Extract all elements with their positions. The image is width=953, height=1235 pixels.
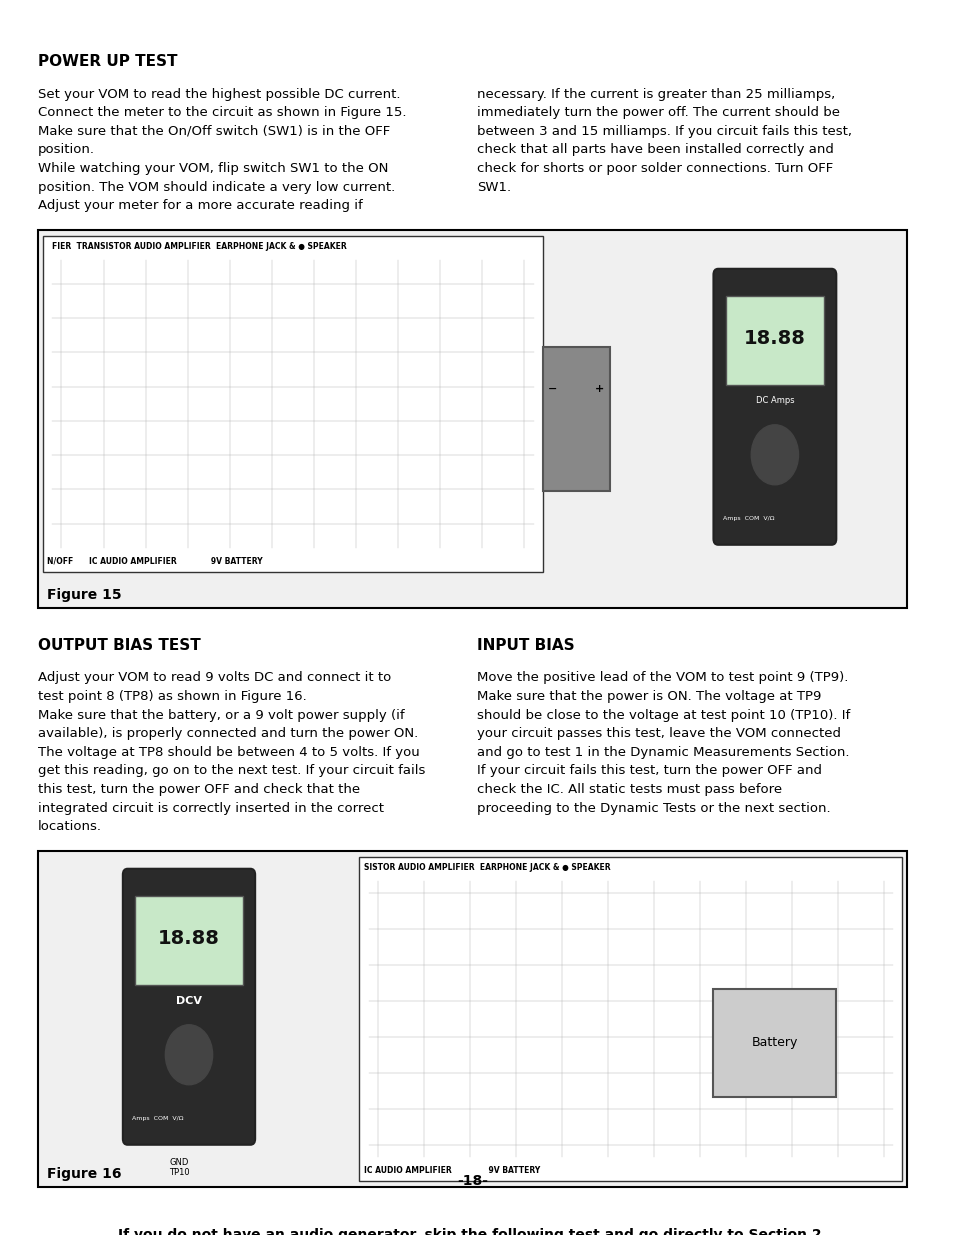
Text: between 3 and 15 milliamps. If you circuit fails this test,: between 3 and 15 milliamps. If you circu… [476, 125, 851, 138]
Text: GND
TP10: GND TP10 [169, 1157, 190, 1177]
Text: this test, turn the power OFF and check that the: this test, turn the power OFF and check … [38, 783, 359, 797]
Text: and go to test 1 in the Dynamic Measurements Section.: and go to test 1 in the Dynamic Measurem… [476, 746, 849, 758]
Text: Figure 16: Figure 16 [48, 1167, 122, 1181]
Text: FIER  TRANSISTOR AUDIO AMPLIFIER  EARPHONE JACK & ● SPEAKER: FIER TRANSISTOR AUDIO AMPLIFIER EARPHONE… [51, 242, 346, 251]
Text: necessary. If the current is greater than 25 milliamps,: necessary. If the current is greater tha… [476, 88, 835, 100]
Text: DCV: DCV [175, 995, 202, 1005]
Text: check for shorts or poor solder connections. Turn OFF: check for shorts or poor solder connecti… [476, 162, 833, 175]
Text: position. The VOM should indicate a very low current.: position. The VOM should indicate a very… [38, 180, 395, 194]
Text: integrated circuit is correctly inserted in the correct: integrated circuit is correctly inserted… [38, 802, 383, 815]
FancyBboxPatch shape [135, 897, 243, 986]
Text: POWER UP TEST: POWER UP TEST [38, 54, 177, 69]
Circle shape [750, 425, 798, 485]
Text: position.: position. [38, 143, 94, 157]
Text: Make sure that the battery, or a 9 volt power supply (if: Make sure that the battery, or a 9 volt … [38, 709, 404, 721]
Circle shape [165, 1025, 213, 1084]
Text: Make sure that the power is ON. The voltage at TP9: Make sure that the power is ON. The volt… [476, 690, 821, 703]
Text: Amps  COM  V/Ω: Amps COM V/Ω [722, 516, 774, 521]
Text: SISTOR AUDIO AMPLIFIER  EARPHONE JACK & ● SPEAKER: SISTOR AUDIO AMPLIFIER EARPHONE JACK & ●… [363, 863, 610, 872]
Text: If you do not have an audio generator, skip the following test and go directly t: If you do not have an audio generator, s… [118, 1229, 826, 1235]
Text: INPUT BIAS: INPUT BIAS [476, 637, 575, 653]
Text: test point 8 (TP8) as shown in Figure 16.: test point 8 (TP8) as shown in Figure 16… [38, 690, 306, 703]
Text: N/OFF      IC AUDIO AMPLIFIER             9V BATTERY: N/OFF IC AUDIO AMPLIFIER 9V BATTERY [48, 557, 263, 566]
FancyBboxPatch shape [33, 1203, 911, 1235]
FancyBboxPatch shape [38, 230, 906, 608]
Text: Set your VOM to read the highest possible DC current.: Set your VOM to read the highest possibl… [38, 88, 400, 100]
Text: get this reading, go on to the next test. If your circuit fails: get this reading, go on to the next test… [38, 764, 425, 777]
Text: check that all parts have been installed correctly and: check that all parts have been installed… [476, 143, 833, 157]
FancyBboxPatch shape [725, 296, 823, 385]
Text: +: + [595, 384, 604, 394]
Text: Make sure that the On/Off switch (SW1) is in the OFF: Make sure that the On/Off switch (SW1) i… [38, 125, 390, 138]
Text: DC Amps: DC Amps [755, 396, 793, 405]
Text: Amps  COM  V/Ω: Amps COM V/Ω [132, 1115, 184, 1120]
Text: 18.88: 18.88 [743, 329, 805, 348]
Text: Battery: Battery [751, 1036, 798, 1050]
Text: immediately turn the power off. The current should be: immediately turn the power off. The curr… [476, 106, 840, 120]
Text: 18.88: 18.88 [158, 929, 220, 947]
FancyBboxPatch shape [123, 868, 254, 1145]
Text: While watching your VOM, flip switch SW1 to the ON: While watching your VOM, flip switch SW1… [38, 162, 388, 175]
Bar [543, 347, 609, 490]
Text: -18-: -18- [456, 1174, 488, 1188]
Text: locations.: locations. [38, 820, 102, 834]
Text: should be close to the voltage at test point 10 (TP10). If: should be close to the voltage at test p… [476, 709, 849, 721]
Text: OUTPUT BIAS TEST: OUTPUT BIAS TEST [38, 637, 200, 653]
Bar [713, 989, 836, 1097]
Text: If your circuit fails this test, turn the power OFF and: If your circuit fails this test, turn th… [476, 764, 821, 777]
Text: check the IC. All static tests must pass before: check the IC. All static tests must pass… [476, 783, 781, 797]
Bar [43, 236, 543, 572]
Text: your circuit passes this test, leave the VOM connected: your circuit passes this test, leave the… [476, 727, 841, 740]
Text: Connect the meter to the circuit as shown in Figure 15.: Connect the meter to the circuit as show… [38, 106, 406, 120]
Text: proceeding to the Dynamic Tests or the next section.: proceeding to the Dynamic Tests or the n… [476, 802, 830, 815]
Text: available), is properly connected and turn the power ON.: available), is properly connected and tu… [38, 727, 417, 740]
Text: Move the positive lead of the VOM to test point 9 (TP9).: Move the positive lead of the VOM to tes… [476, 672, 848, 684]
Text: −: − [548, 384, 557, 394]
Text: The voltage at TP8 should be between 4 to 5 volts. If you: The voltage at TP8 should be between 4 t… [38, 746, 419, 758]
Text: Adjust your VOM to read 9 volts DC and connect it to: Adjust your VOM to read 9 volts DC and c… [38, 672, 391, 684]
Bar [358, 857, 902, 1181]
FancyBboxPatch shape [713, 269, 836, 545]
Text: Figure 15: Figure 15 [48, 588, 122, 601]
FancyBboxPatch shape [38, 851, 906, 1187]
Text: Adjust your meter for a more accurate reading if: Adjust your meter for a more accurate re… [38, 199, 362, 212]
Text: SW1.: SW1. [476, 180, 511, 194]
Text: IC AUDIO AMPLIFIER              9V BATTERY: IC AUDIO AMPLIFIER 9V BATTERY [363, 1166, 539, 1174]
